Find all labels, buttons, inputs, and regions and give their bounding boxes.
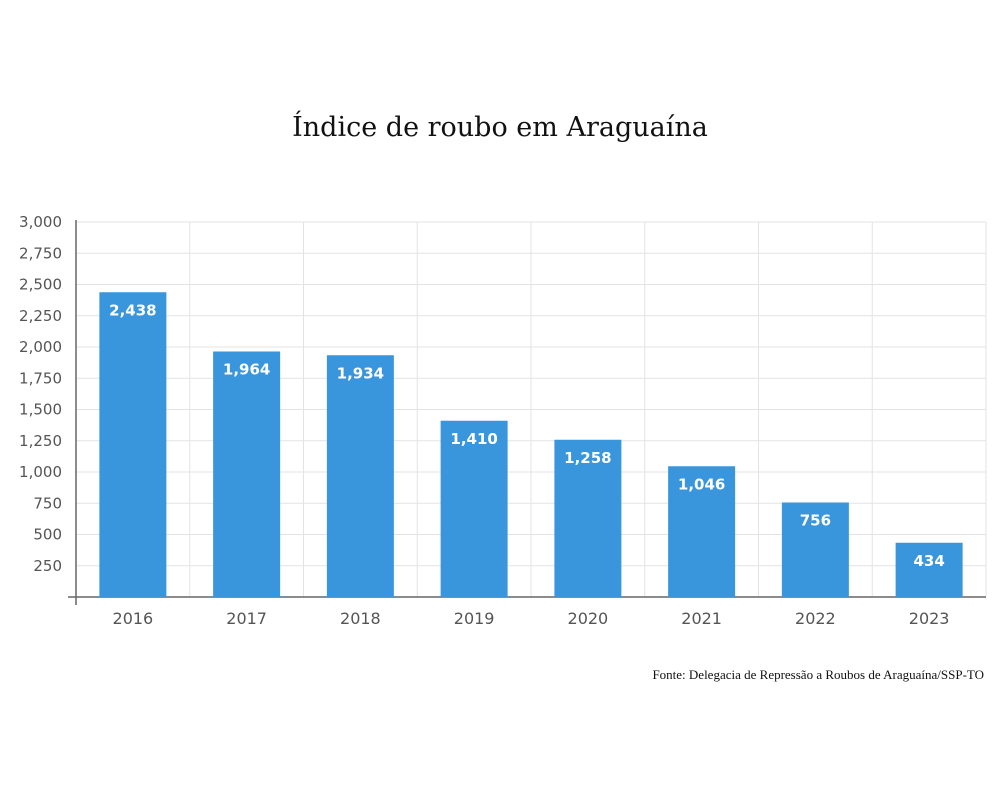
x-tick-label-2020: 2020 (568, 609, 609, 628)
y-tick-label: 3,000 (19, 213, 62, 231)
x-tick-label-2022: 2022 (795, 609, 836, 628)
y-tick-label: 1,250 (19, 432, 62, 450)
x-tick-label-2023: 2023 (909, 609, 950, 628)
x-tick-label-2021: 2021 (681, 609, 722, 628)
y-tick-label: 2,750 (19, 244, 62, 262)
data-label-2017: 1,964 (223, 361, 270, 379)
x-tick-label-2019: 2019 (454, 609, 495, 628)
x-tick-label-2017: 2017 (226, 609, 267, 628)
bar-2016 (99, 292, 167, 597)
y-tick-label: 1,500 (19, 401, 62, 419)
data-label-2021: 1,046 (678, 475, 725, 493)
data-label-2023: 434 (913, 552, 944, 570)
bar-chart: 250 500 750 1,000 1,250 1,500 1,750 2,000 2,250 2… (19, 213, 987, 628)
bar-2017 (213, 351, 281, 597)
y-tick-label: 1,000 (19, 463, 62, 481)
bar-2023 (895, 542, 963, 597)
y-tick-label: 1,750 (19, 369, 62, 387)
source-note: Fonte: Delegacia de Repressão a Roubos d… (652, 667, 984, 682)
data-label-2020: 1,258 (564, 449, 611, 467)
bar-2020 (554, 439, 622, 597)
bar-2021 (668, 466, 736, 597)
y-tick-label: 2,250 (19, 307, 62, 325)
bar-2019 (440, 420, 508, 597)
y-tick-label: 500 (33, 526, 62, 544)
grid-lines (76, 221, 987, 597)
chart-title: Índice de roubo em Araguaína (292, 112, 708, 143)
y-tick-label: 2,000 (19, 338, 62, 356)
labels: 250 500 750 1,000 1,250 1,500 1,750 2,000 2,250 2… (19, 213, 949, 628)
data-label-2016: 2,438 (109, 301, 156, 319)
data-label-2022: 756 (800, 512, 831, 530)
bar-2018 (326, 355, 394, 597)
bar-2022 (781, 502, 849, 597)
x-tick-label-2018: 2018 (340, 609, 381, 628)
data-label-2018: 1,934 (337, 364, 384, 382)
y-tick-label: 2,500 (19, 276, 62, 294)
bars (99, 292, 963, 597)
y-tick-label: 250 (33, 557, 62, 575)
x-tick-label-2016: 2016 (113, 609, 154, 628)
data-label-2019: 1,410 (450, 430, 497, 448)
y-tick-label: 750 (33, 494, 62, 512)
